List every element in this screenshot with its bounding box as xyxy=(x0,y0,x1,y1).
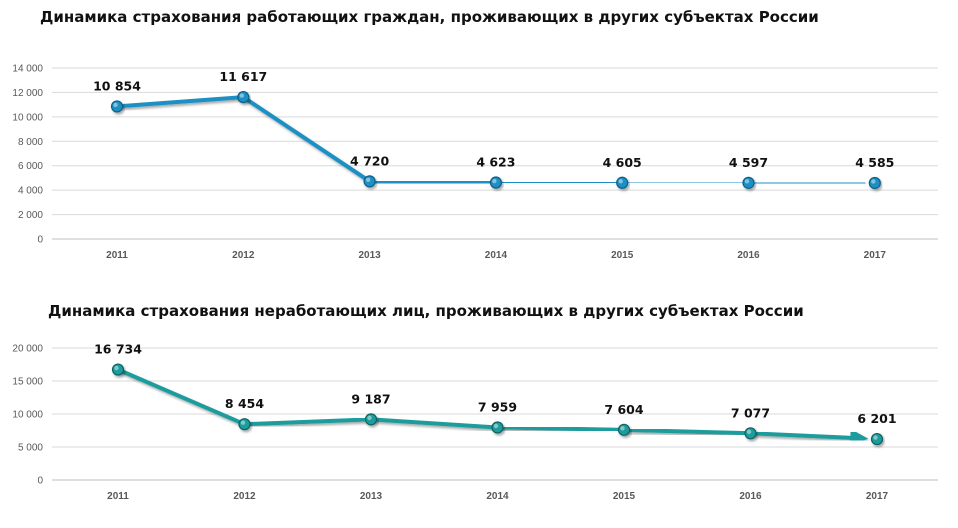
chart-2-point-highlight xyxy=(114,365,119,371)
chart-1-data-label: 10 854 xyxy=(93,78,141,93)
chart-2-data-label: 6 201 xyxy=(857,411,896,426)
chart-2-x-tick-label: 2015 xyxy=(613,491,636,502)
chart-2-line-segment xyxy=(622,427,753,436)
chart-1-y-tick-label: 12 000 xyxy=(12,88,43,99)
chart-2-x-tick-label: 2013 xyxy=(360,491,383,502)
chart-1-point-highlight xyxy=(871,179,876,184)
chart-1-data-point xyxy=(363,175,376,188)
chart-1-y-tick-label: 0 xyxy=(37,235,43,246)
chart-1-y-tick-label: 4 000 xyxy=(18,186,43,197)
chart-2-point-highlight xyxy=(367,415,372,421)
chart-2-line-segment xyxy=(495,425,626,432)
chart-1-data-point xyxy=(742,176,755,189)
chart-1-point-highlight xyxy=(365,177,371,183)
chart-1-x-tick-label: 2016 xyxy=(737,250,760,261)
chart-2-x-tick-label: 2011 xyxy=(107,491,129,502)
chart-2-data-point xyxy=(617,423,631,436)
chart-2-point-highlight xyxy=(493,423,499,429)
chart-1-line-segment xyxy=(241,95,372,184)
chart-2-data-point xyxy=(870,432,884,446)
chart-2-data-label: 16 734 xyxy=(94,342,142,357)
chart-1-data-point xyxy=(237,91,250,104)
chart-1-data-point xyxy=(489,176,502,189)
chart-1-title: Динамика страхования работающих граждан,… xyxy=(40,8,819,26)
chart-2-data-point xyxy=(491,421,504,434)
chart-1-x-tick-label: 2014 xyxy=(485,250,508,261)
chart-2-data-point xyxy=(364,413,378,426)
chart-1-y-tick-label: 8 000 xyxy=(18,137,43,148)
chart-2-y-tick-label: 15 000 xyxy=(12,377,43,388)
chart-2-y-tick-label: 10 000 xyxy=(12,410,43,421)
chart-2-data-label: 7 959 xyxy=(478,399,517,414)
chart-1-point-highlight xyxy=(113,102,118,108)
chart-1-point-highlight xyxy=(744,179,750,184)
chart-2-y-tick-label: 20 000 xyxy=(12,344,43,355)
chart-1-x-tick-label: 2015 xyxy=(611,250,634,261)
chart-2-x-tick-label: 2014 xyxy=(486,491,509,502)
chart-1-x-tick-label: 2012 xyxy=(232,250,255,261)
chart-2-data-label: 9 187 xyxy=(351,391,390,406)
chart-1-y-tick-label: 14 000 xyxy=(12,64,43,75)
chart-2-line-segment xyxy=(242,417,373,427)
chart-2-y-tick-label: 5 000 xyxy=(18,443,43,454)
chart-1-data-point xyxy=(110,100,124,113)
chart-1-plot: 0 2 000 4 000 6 000 8 000 10 000 12 000 14 000 2… xyxy=(12,64,938,261)
chart-1-point-highlight xyxy=(618,179,623,184)
chart-1-point-highlight xyxy=(492,178,497,184)
chart-2-x-tick-label: 2016 xyxy=(739,491,762,502)
chart-2-data-point xyxy=(111,363,125,376)
chart-1-data-label: 4 605 xyxy=(603,155,642,170)
chart-1-x-tick-label: 2011 xyxy=(106,250,128,261)
chart-1-data-point xyxy=(868,176,881,190)
chart-2-data-label: 8 454 xyxy=(225,396,264,411)
chart-1-data-label: 11 617 xyxy=(219,69,267,84)
chart-2-data-label: 7 604 xyxy=(604,402,643,417)
chart-2-data-point xyxy=(744,427,757,440)
chart-2-point-highlight xyxy=(873,435,878,440)
chart-2-y-tick-label: 0 xyxy=(37,476,43,487)
chart-1-data-label: 4 623 xyxy=(476,155,515,170)
chart-1-x-tick-label: 2013 xyxy=(358,250,381,261)
chart-2-point-highlight xyxy=(240,420,246,425)
chart-2-line-segment xyxy=(116,367,247,427)
chart-2-x-tick-label: 2017 xyxy=(866,491,889,502)
chart-2-data-label: 7 077 xyxy=(731,405,770,420)
chart-2-point-highlight xyxy=(746,429,752,434)
chart-1-x-tick-label: 2017 xyxy=(864,250,887,261)
chart-1-y-tick-label: 2 000 xyxy=(18,210,43,221)
chart-1-data-point xyxy=(616,176,629,189)
chart-2-x-tick-label: 2012 xyxy=(233,491,256,502)
chart-1-line-segment xyxy=(367,179,498,185)
chart-1-data-label: 4 597 xyxy=(729,155,768,170)
chart-1-data-label: 4 585 xyxy=(855,155,894,170)
chart-2-point-highlight xyxy=(620,426,625,431)
chart-1-y-tick-label: 10 000 xyxy=(12,112,43,123)
chart-1-line-segment xyxy=(115,95,246,109)
chart-1-y-tick-label: 6 000 xyxy=(18,161,43,172)
chart-1-point-highlight xyxy=(239,93,244,98)
chart-2-line-segment xyxy=(750,429,869,447)
chart-1-data-label: 4 720 xyxy=(350,153,389,168)
chart-2-line-segment xyxy=(369,417,500,430)
chart-2-data-point xyxy=(238,418,251,431)
chart-2-title: Динамика страхования неработающих лиц, п… xyxy=(48,302,804,320)
